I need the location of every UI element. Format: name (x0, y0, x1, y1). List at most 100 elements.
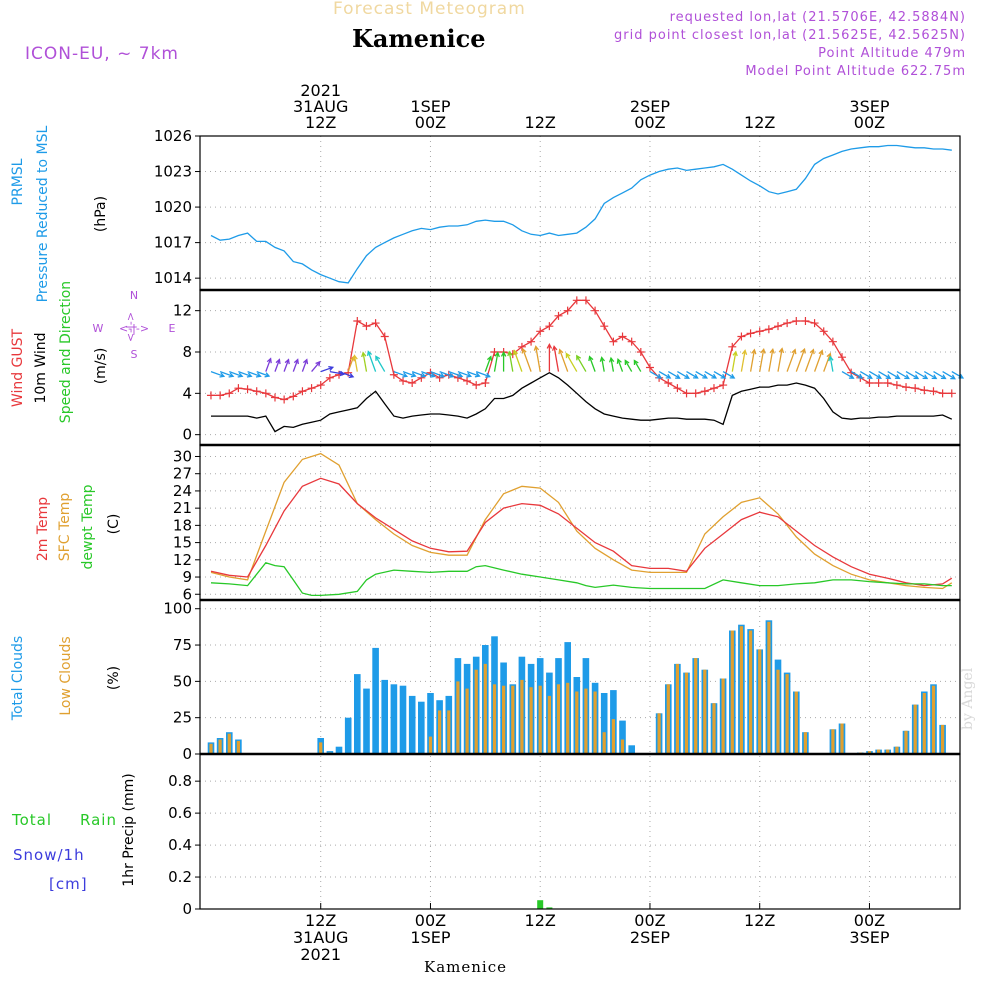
wind-arrow-head (809, 348, 815, 355)
gust-marker (252, 387, 261, 396)
gust-marker (691, 389, 700, 398)
wind-arrow (559, 349, 569, 372)
wind-arrow-head (402, 372, 409, 378)
gust-marker (225, 389, 234, 398)
wind-arrow-head (284, 358, 290, 365)
low-cloud-bar (520, 679, 524, 754)
sfc-temp-line (210, 452, 953, 590)
bottom-time-label: 12Z (525, 911, 556, 930)
wind-arrow-head (665, 373, 672, 379)
low-cloud-bar (483, 663, 487, 754)
total-cloud-bar (628, 745, 635, 754)
total-cloud-bar (600, 693, 608, 754)
bottom-time-label: 00Z (634, 911, 665, 930)
wind-arrow (329, 370, 345, 375)
wind-arrow (695, 371, 708, 379)
gust-marker (600, 322, 609, 331)
wind-speed-line (211, 371, 953, 433)
gust-marker (270, 393, 279, 402)
wind-arrow (256, 370, 270, 377)
bottom-time-label: 00Z (415, 911, 446, 930)
wind-arrow-head (328, 365, 335, 372)
wind-arrow-head (546, 343, 553, 349)
label-dewpt-temp: dewpt Temp (80, 484, 96, 569)
y-tick-label: 12 (173, 302, 192, 320)
wind-arrow-head (533, 345, 540, 351)
y-tick-label: 0.6 (168, 804, 192, 822)
footer-place: Kamenice (424, 958, 507, 976)
wind-arrow-head (474, 372, 481, 378)
wind-arrow (923, 371, 937, 380)
gust-marker (380, 332, 389, 341)
compass-n: N (130, 289, 138, 302)
wind-arrow-head (732, 350, 738, 357)
total-cloud-bar (390, 684, 398, 754)
gust-marker (801, 317, 810, 325)
label-pressure: Pressure Reduced to MSL (35, 125, 51, 302)
top-time-label: 3SEP (849, 97, 889, 116)
wind-arrow-head (551, 345, 558, 351)
wind-arrow (777, 348, 783, 372)
wind-arrow (283, 359, 290, 372)
label-10m-wind: 10m Wind (33, 332, 49, 403)
wind-arrow (493, 352, 499, 372)
wind-arrow-head (616, 358, 622, 364)
low-cloud-bar (584, 688, 588, 754)
wind-arrow (740, 350, 746, 372)
wind-arrow (722, 371, 735, 379)
gust-marker (554, 311, 563, 320)
gust-marker (819, 327, 828, 336)
y-tick-label: 50 (173, 672, 192, 690)
wind-arrow-head (913, 374, 920, 380)
low-cloud-bar (428, 736, 433, 754)
low-cloud-bar (218, 739, 222, 754)
wind-arrow (430, 370, 445, 378)
low-cloud-bar (730, 630, 734, 754)
wind-arrow-head (867, 374, 873, 379)
pressure-line (210, 144, 952, 284)
top-time-label: 1SEP (410, 97, 450, 116)
low-cloud-bar (492, 684, 497, 754)
y-tick-label: 6 (182, 585, 192, 603)
low-cloud-bar (749, 630, 753, 754)
low-cloud-bar (236, 740, 240, 754)
wind-arrow (393, 370, 408, 377)
wind-arrow (813, 350, 823, 372)
model-label: ICON-EU, ~ 7km (25, 44, 179, 64)
wind-arrow-head (633, 359, 639, 366)
low-cloud-bar (904, 730, 908, 754)
gust-marker (472, 381, 481, 390)
wind-arrow-head (366, 350, 373, 357)
point-altitude: Point Altitude 479m (818, 46, 966, 61)
label-ms: (m/s) (93, 348, 109, 385)
low-cloud-bar (877, 749, 881, 754)
wind-arrow (951, 371, 964, 379)
wind-arrow-head (729, 373, 736, 379)
wind-arrow (421, 370, 435, 378)
gust-marker (517, 342, 526, 351)
wind-arrow (553, 346, 560, 372)
top-time-label: 00Z (415, 113, 446, 132)
wind-arrow-head (741, 349, 748, 356)
gust-line (211, 299, 952, 401)
wind-arrow (878, 371, 891, 379)
total-cloud-bar (408, 695, 416, 754)
wind-arrow-head (315, 360, 321, 367)
compass-w: W (93, 322, 104, 335)
gust-marker (280, 395, 289, 404)
low-cloud-bar (511, 685, 515, 754)
gust-marker (728, 342, 737, 351)
top-time-label: 2021 (300, 81, 341, 100)
wind-arrow-head (430, 372, 436, 378)
low-cloud-bar (895, 746, 899, 754)
wind-arrow-head (675, 374, 681, 379)
wind-arrow (749, 349, 756, 372)
gust-marker (929, 387, 938, 396)
wind-arrow (768, 349, 774, 372)
wind-arrow-head (876, 374, 882, 379)
gust-marker (810, 319, 819, 328)
gust-marker (234, 384, 243, 393)
wind-arrow (301, 359, 308, 372)
total-cloud-bar (372, 647, 379, 754)
